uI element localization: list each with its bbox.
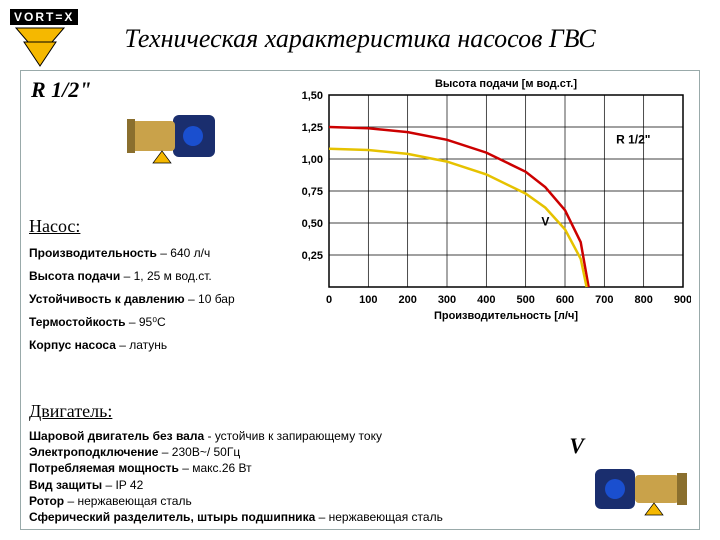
pump-image-bottom: [589, 459, 689, 519]
spec-line: Производительность – 640 л/ч: [29, 246, 294, 260]
content-frame: R 1/2" Насос: Производительность – 640 л…: [20, 70, 700, 530]
svg-text:500: 500: [516, 294, 534, 306]
brand-text: VORT=X: [10, 9, 78, 25]
svg-text:R 1/2": R 1/2": [616, 133, 650, 147]
svg-text:0: 0: [326, 294, 332, 306]
performance-chart: 0 100 200 300 400 500 600 700 800 900 0,25 0,50 0,75…: [281, 73, 691, 323]
svg-text:700: 700: [595, 294, 613, 306]
spec-line: Корпус насоса – латунь: [29, 338, 294, 352]
svg-text:600: 600: [556, 294, 574, 306]
svg-text:100: 100: [359, 294, 377, 306]
svg-text:0,75: 0,75: [302, 186, 323, 198]
pump-section: Насос: Производительность – 640 л/ч Высот…: [29, 216, 294, 361]
svg-text:300: 300: [438, 294, 456, 306]
v-variant-label: V: [569, 433, 584, 459]
svg-text:1,50: 1,50: [302, 90, 323, 102]
svg-text:1,25: 1,25: [302, 122, 323, 134]
svg-text:0,50: 0,50: [302, 218, 323, 230]
pump-heading: Насос:: [29, 216, 294, 237]
svg-text:V: V: [541, 215, 549, 229]
svg-text:0,25: 0,25: [302, 250, 323, 262]
svg-text:Производительность [л/ч]: Производительность [л/ч]: [434, 310, 578, 322]
motor-line: Шаровой двигатель без вала - устойчив к …: [29, 428, 691, 444]
page-title: Техническая характеристика насосов ГВС: [0, 24, 720, 54]
pump-image-top: [127, 107, 217, 167]
motor-heading: Двигатель:: [29, 401, 691, 422]
spec-line: Термостойкость – 95⁰С: [29, 315, 294, 329]
svg-text:900: 900: [674, 294, 691, 306]
spec-line: Высота подачи – 1, 25 м вод.ст.: [29, 269, 294, 283]
svg-text:400: 400: [477, 294, 495, 306]
svg-text:1,00: 1,00: [302, 154, 323, 166]
svg-text:200: 200: [398, 294, 416, 306]
spec-line: Устойчивость к давлению – 10 бар: [29, 292, 294, 306]
motor-line: Электроподключение – 230В~/ 50Гц: [29, 444, 691, 460]
svg-text:Высота подачи [м вод.ст.]: Высота подачи [м вод.ст.]: [435, 78, 577, 90]
svg-text:800: 800: [634, 294, 652, 306]
pump-specs: Производительность – 640 л/ч Высота подач…: [29, 246, 294, 352]
